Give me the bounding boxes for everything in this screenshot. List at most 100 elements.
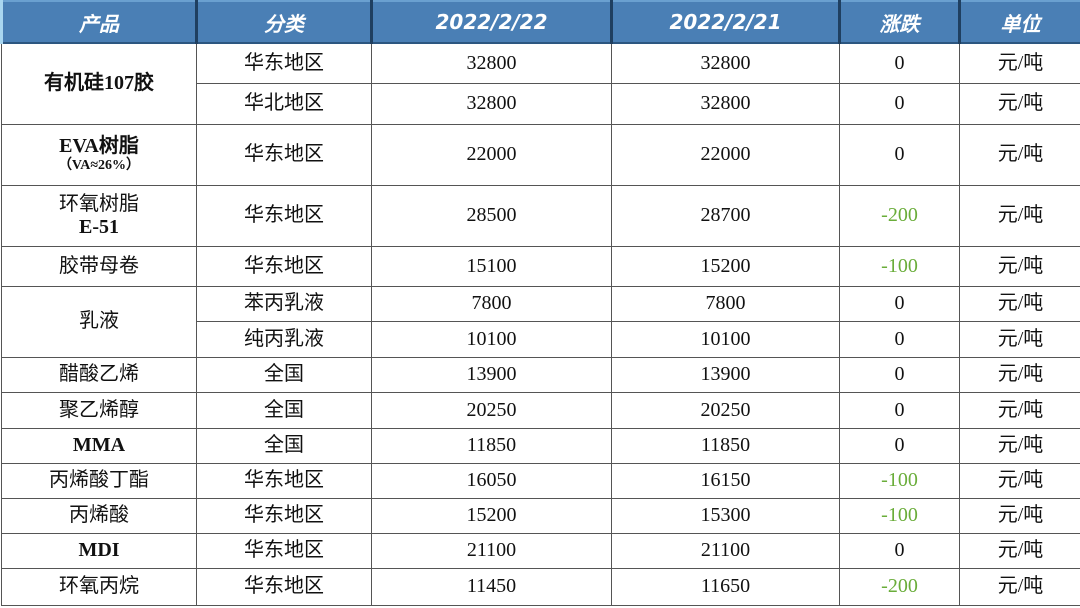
product-name: 丙烯酸 xyxy=(69,504,129,526)
price-date-2: 7800 xyxy=(611,285,840,322)
product-name: 乳液 xyxy=(79,310,119,332)
category-cell: 全国 xyxy=(196,427,372,464)
product-name: 胶带母卷 xyxy=(59,254,139,277)
price-date-2: 32800 xyxy=(611,42,840,84)
category-cell: 华东地区 xyxy=(196,123,372,186)
change-cell: 0 xyxy=(839,320,960,358)
price-date-2: 11650 xyxy=(611,567,840,606)
category-cell: 全国 xyxy=(196,391,372,429)
change-cell: 0 xyxy=(839,356,960,393)
product-cell: 环氧树脂 E-51 xyxy=(1,184,197,247)
header-change: 涨跌 xyxy=(838,0,961,44)
unit-cell: 元/吨 xyxy=(959,42,1080,84)
product-cell: EVA树脂 （VA≈26%） xyxy=(1,123,197,186)
unit-cell: 元/吨 xyxy=(959,123,1080,186)
unit-cell: 元/吨 xyxy=(959,285,1080,322)
price-date-1: 13900 xyxy=(371,356,612,393)
table-row: 有机硅107胶 华东地区 32800 32800 0 元/吨 xyxy=(1,42,1080,125)
header-date-2: 2022/2/21 xyxy=(610,0,841,44)
price-date-1: 15100 xyxy=(371,245,612,287)
unit-cell: 元/吨 xyxy=(959,320,1080,358)
price-date-1: 32800 xyxy=(371,42,612,84)
category-cell: 华北地区 xyxy=(196,82,372,125)
change-cell: -100 xyxy=(839,462,960,499)
product-cell: 有机硅107胶 xyxy=(1,42,197,125)
unit-cell: 元/吨 xyxy=(959,356,1080,393)
product-cell: 乳液 xyxy=(1,285,197,358)
table-row: MMA 全国 11850 11850 0 元/吨 xyxy=(1,427,1080,464)
table-row: 华北地区 32800 32800 0 元/吨 xyxy=(2,82,1080,125)
price-date-2: 13900 xyxy=(611,356,840,393)
unit-cell: 元/吨 xyxy=(959,427,1080,464)
product-name: 环氧丙烷 xyxy=(59,575,139,597)
unit-cell: 元/吨 xyxy=(959,391,1080,429)
change-cell: 0 xyxy=(839,42,960,84)
change-cell: 0 xyxy=(839,123,960,186)
product-name: 丙烯酸丁酯 xyxy=(49,469,149,491)
change-cell: -200 xyxy=(839,184,960,247)
header-row: 产品 分类 2022/2/22 2022/2/21 涨跌 单位 xyxy=(0,0,1080,44)
category-cell: 华东地区 xyxy=(196,567,372,606)
table-row: EVA树脂 （VA≈26%） 华东地区 22000 22000 0 元/吨 xyxy=(1,123,1080,186)
price-date-1: 21100 xyxy=(371,532,612,569)
table-row: 环氧树脂 E-51 华东地区 28500 28700 -200 元/吨 xyxy=(1,184,1080,247)
unit-cell: 元/吨 xyxy=(959,82,1080,125)
product-name: 聚乙烯醇 xyxy=(59,398,139,421)
change-cell: 0 xyxy=(839,532,960,569)
price-date-2: 22000 xyxy=(611,123,840,186)
price-date-1: 11450 xyxy=(371,567,612,606)
product-name: MMA xyxy=(72,434,126,456)
product-cell: 环氧丙烷 xyxy=(1,567,197,606)
change-cell: -200 xyxy=(839,567,960,606)
price-date-1: 7800 xyxy=(371,285,612,322)
unit-cell: 元/吨 xyxy=(959,532,1080,569)
price-date-2: 15200 xyxy=(611,245,840,287)
price-date-1: 11850 xyxy=(371,427,612,464)
price-date-2: 10100 xyxy=(611,320,840,358)
header-date-1: 2022/2/22 xyxy=(370,0,613,44)
price-date-2: 11850 xyxy=(611,427,840,464)
table-row: 胶带母卷 华东地区 15100 15200 -100 元/吨 xyxy=(1,245,1080,287)
category-cell: 华东地区 xyxy=(196,532,372,569)
price-date-2: 21100 xyxy=(611,532,840,569)
change-cell: 0 xyxy=(839,82,960,125)
header-unit: 单位 xyxy=(958,0,1080,44)
product-name: 有机硅107胶 xyxy=(44,72,154,95)
unit-cell: 元/吨 xyxy=(959,567,1080,606)
header-category: 分类 xyxy=(195,0,373,44)
category-cell: 华东地区 xyxy=(196,184,372,247)
table-row: MDI 华东地区 21100 21100 0 元/吨 xyxy=(1,532,1080,569)
product-name: 醋酸乙烯 xyxy=(59,363,139,385)
unit-cell: 元/吨 xyxy=(959,462,1080,499)
product-name: 环氧树脂 xyxy=(59,192,139,215)
header-product: 产品 xyxy=(0,0,198,44)
product-cell: MMA xyxy=(1,427,197,464)
product-name: EVA树脂 xyxy=(59,134,139,157)
category-cell: 苯丙乳液 xyxy=(196,285,372,322)
price-date-1: 10100 xyxy=(371,320,612,358)
product-cell: MDI xyxy=(1,532,197,569)
unit-cell: 元/吨 xyxy=(959,184,1080,247)
price-date-2: 15300 xyxy=(611,497,840,534)
unit-cell: 元/吨 xyxy=(959,245,1080,287)
product-name: （VA≈26%） xyxy=(57,157,141,173)
price-date-2: 20250 xyxy=(611,391,840,429)
change-cell: -100 xyxy=(839,497,960,534)
table-row: 醋酸乙烯 全国 13900 13900 0 元/吨 xyxy=(1,356,1080,393)
product-cell: 胶带母卷 xyxy=(1,245,197,287)
category-cell: 纯丙乳液 xyxy=(196,320,372,358)
product-cell: 丙烯酸丁酯 xyxy=(1,462,197,499)
price-date-2: 32800 xyxy=(611,82,840,125)
product-cell: 聚乙烯醇 xyxy=(1,391,197,429)
price-date-1: 15200 xyxy=(371,497,612,534)
change-cell: 0 xyxy=(839,427,960,464)
price-date-1: 32800 xyxy=(371,82,612,125)
category-cell: 华东地区 xyxy=(196,497,372,534)
table-row: 环氧丙烷 华东地区 11450 11650 -200 元/吨 xyxy=(1,567,1080,606)
category-cell: 华东地区 xyxy=(196,42,372,84)
price-date-2: 28700 xyxy=(611,184,840,247)
product-cell: 醋酸乙烯 xyxy=(1,356,197,393)
category-cell: 华东地区 xyxy=(196,462,372,499)
price-date-2: 16150 xyxy=(611,462,840,499)
price-date-1: 22000 xyxy=(371,123,612,186)
